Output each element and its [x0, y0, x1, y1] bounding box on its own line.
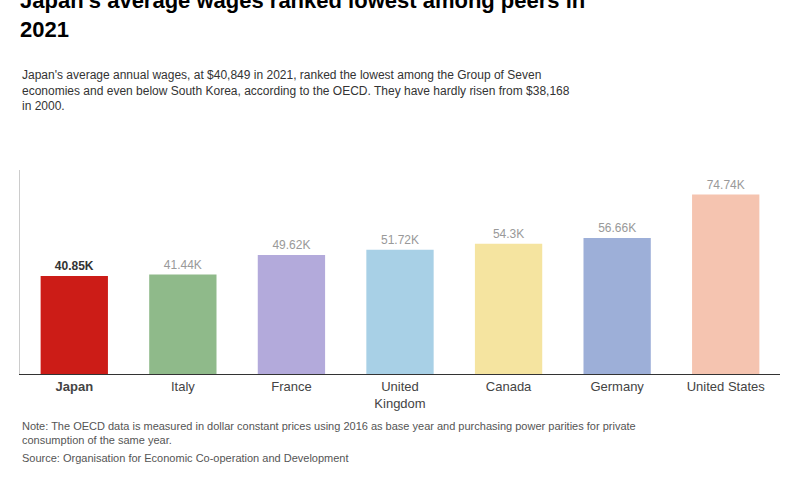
- svg-text:54.3K: 54.3K: [493, 227, 524, 241]
- svg-text:France: France: [271, 379, 311, 394]
- svg-text:UnitedKingdom: UnitedKingdom: [374, 379, 425, 411]
- svg-text:Italy: Italy: [171, 379, 195, 394]
- svg-text:Canada: Canada: [486, 379, 532, 394]
- svg-text:56.66K: 56.66K: [598, 221, 636, 235]
- svg-text:49.62K: 49.62K: [272, 238, 310, 252]
- svg-text:51.72K: 51.72K: [381, 233, 419, 247]
- svg-text:74.74K: 74.74K: [707, 178, 745, 192]
- svg-text:United States: United States: [687, 379, 766, 394]
- svg-text:Japan's average annual wages,: Japan's average annual wages, at $40,849…: [22, 68, 570, 113]
- svg-text:41.44K: 41.44K: [164, 258, 202, 272]
- svg-text:40.85K: 40.85K: [55, 259, 94, 273]
- svg-text:Source: Organisation for Econo: Source: Organisation for Economic Co-ope…: [22, 452, 349, 464]
- svg-text:Note: The OECD data is measure: Note: The OECD data is measured in dolla…: [22, 420, 636, 446]
- svg-text:Japan: Japan: [56, 379, 94, 394]
- svg-text:Japan's average wages ranked l: Japan's average wages ranked lowest amon…: [20, 0, 585, 42]
- svg-text:Germany: Germany: [590, 379, 644, 394]
